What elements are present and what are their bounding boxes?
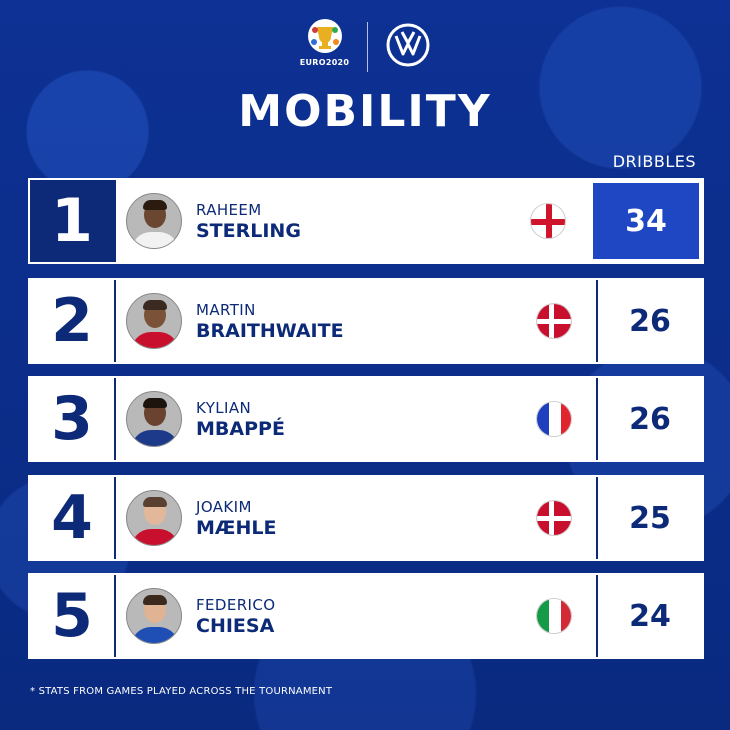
player-info: FEDERICO CHIESA [116,575,596,657]
player-info: KYLIAN MBAPPÉ [116,378,596,460]
dribbles-value: 24 [596,575,702,657]
euro2020-text: EURO2020 [299,58,350,67]
player-avatar [126,588,182,644]
player-last-name: MÆHLE [196,516,277,539]
dribbles-value: 34 [593,183,699,259]
england-flag-icon [530,203,566,239]
player-avatar [126,193,182,249]
dribbles-value: 25 [596,477,702,559]
dribbles-value: 26 [596,378,702,460]
player-last-name: BRAITHWAITE [196,319,344,342]
italy-flag-icon [536,598,572,634]
leaderboard-row-3: 3 KYLIAN MBAPPÉ 26 [28,376,704,462]
dribbles-column-label: DRIBBLES [612,152,696,171]
player-info: RAHEEM STERLING [116,180,590,262]
page-title: MOBILITY [238,86,492,137]
player-first-name: JOAKIM [196,497,252,516]
rank-number: 5 [30,575,116,657]
trophy-icon [307,19,342,53]
france-flag-icon [536,401,572,437]
player-first-name: RAHEEM [196,200,262,219]
leaderboard-row-1: 1 RAHEEM STERLING 34 [28,178,704,264]
player-info: MARTIN BRAITHWAITE [116,280,596,362]
player-last-name: MBAPPÉ [196,417,285,440]
leaderboard-row-4: 4 JOAKIM MÆHLE 25 [28,475,704,561]
logo-divider [366,22,368,72]
denmark-flag-icon [536,500,572,536]
rank-number: 3 [30,378,116,460]
player-info: JOAKIM MÆHLE [116,477,596,559]
player-last-name: CHIESA [196,614,275,637]
player-avatar [126,490,182,546]
player-avatar [126,391,182,447]
dribbles-value: 26 [596,280,702,362]
vw-icon [386,23,429,67]
header-logos: EURO2020 [0,18,730,76]
player-last-name: STERLING [196,219,301,242]
player-first-name: MARTIN [196,300,256,319]
leaderboard-row-2: 2 MARTIN BRAITHWAITE 26 [28,278,704,364]
denmark-flag-icon [536,303,572,339]
player-first-name: FEDERICO [196,595,276,614]
player-avatar [126,293,182,349]
rank-number: 1 [30,180,116,262]
rank-number: 4 [30,477,116,559]
rank-number: 2 [30,280,116,362]
player-first-name: KYLIAN [196,398,252,417]
leaderboard-row-5: 5 FEDERICO CHIESA 24 [28,573,704,659]
euro2020-logo: EURO2020 [299,18,350,76]
volkswagen-logo [386,23,430,71]
footnote: * STATS FROM GAMES PLAYED ACROSS THE TOU… [30,686,333,697]
